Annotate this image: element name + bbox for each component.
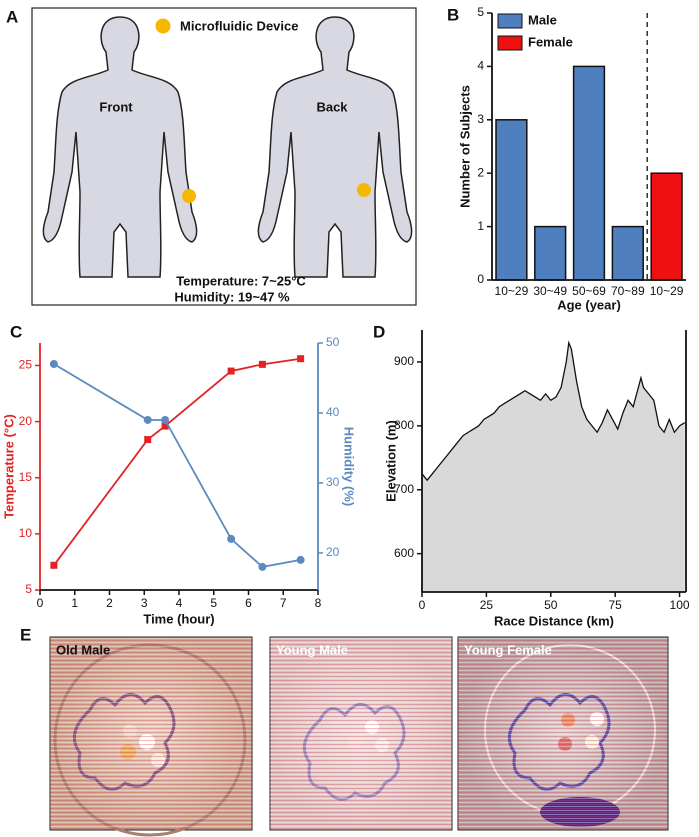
x-tick-label: 7 (280, 596, 287, 610)
x-tick-label: 75 (608, 598, 622, 612)
condition: Humidity: 19~47 % (174, 289, 290, 304)
x-tick-label: 50~69 (572, 284, 606, 298)
bar (534, 225, 567, 281)
marker (258, 360, 266, 368)
y-tick-label: 5 (25, 582, 32, 596)
photo-label: Old Male (56, 642, 110, 657)
device-dot (182, 189, 196, 203)
marker (227, 534, 236, 543)
y-tick-label: 2 (477, 165, 484, 179)
panel-label: B (447, 5, 459, 24)
x-axis-label: Age (year) (557, 297, 621, 312)
y-tick-label: 700 (394, 482, 414, 496)
x-tick-label: 30~49 (533, 284, 567, 298)
panel-label: C (10, 322, 22, 341)
condition: Temperature: 7~25°C (176, 273, 306, 288)
y2-tick-label: 20 (326, 545, 340, 559)
panel-label: E (20, 625, 31, 644)
marker (144, 436, 152, 444)
photo: Old Male (49, 636, 253, 837)
y-tick-label: 5 (477, 5, 484, 19)
area-line (421, 340, 686, 482)
y2-axis-label: Humidity (%) (342, 427, 357, 506)
y-tick-label: 3 (477, 112, 484, 126)
y2-tick-label: 30 (326, 475, 340, 489)
panel-label: D (373, 322, 385, 341)
marker (227, 367, 235, 375)
x-axis-label: Time (hour) (143, 611, 214, 626)
y-axis-label: Temperature (°C) (1, 414, 16, 519)
y-tick-label: 15 (19, 470, 33, 484)
y-tick-label: 800 (394, 418, 414, 432)
y-tick-label: 0 (477, 272, 484, 286)
marker (50, 561, 58, 569)
y-axis-label: Number of Subjects (457, 85, 472, 208)
photo: Young Female (457, 636, 669, 831)
panel-label: A (6, 7, 18, 26)
chart: 600 700 800 900 0 25 50 75 100 Race Distance (km)… (383, 330, 690, 628)
device-dot (357, 183, 371, 197)
marker (161, 422, 169, 430)
y-tick-label: 1 (477, 219, 484, 233)
marker (143, 415, 152, 424)
legend-label: Male (528, 12, 557, 27)
x-tick-label: 6 (245, 596, 252, 610)
x-tick-label: 0 (419, 598, 426, 612)
y-tick-label: 4 (477, 59, 484, 73)
x-axis-label: Race Distance (km) (494, 613, 614, 628)
y-axis-label: Elevation (m) (383, 420, 398, 502)
marker (296, 555, 305, 564)
marker (258, 562, 267, 571)
x-tick-label: 25 (480, 598, 494, 612)
panel-e: Old Male Young Male Young Female (49, 636, 669, 837)
panel-a: Microfluidic Device Front Back Temperatu… (31, 7, 417, 306)
x-tick-label: 4 (176, 596, 183, 610)
y-tick-label: 20 (19, 414, 33, 428)
legend-swatch (497, 35, 523, 51)
legend-label: Microfluidic Device (180, 18, 298, 33)
y-tick-label: 900 (394, 354, 414, 368)
x-tick-label: 8 (315, 596, 322, 610)
body-label: Back (316, 99, 348, 114)
marker (161, 415, 170, 424)
y-tick-label: 10 (19, 526, 33, 540)
series-line (53, 363, 301, 568)
series-line (53, 357, 301, 566)
photo: Young Male (269, 636, 453, 831)
x-tick-label: 3 (141, 596, 148, 610)
chart: 0 1 2 3 4 5 10~29 30~49 50~69 70~89 10~29 Male Femal… (457, 5, 686, 312)
photo-label: Young Male (276, 642, 348, 657)
x-tick-label: 10~29 (495, 284, 529, 298)
x-tick-label: 1 (71, 596, 78, 610)
legend-dot (155, 18, 171, 34)
x-tick-label: 0 (37, 596, 44, 610)
y-tick-label: 600 (394, 546, 414, 560)
y2-tick-label: 40 (326, 405, 340, 419)
bar (495, 119, 528, 281)
x-tick-label: 100 (670, 598, 690, 612)
bar (611, 225, 644, 281)
x-tick-label: 50 (544, 598, 558, 612)
body-label: Front (99, 99, 133, 114)
marker (297, 355, 305, 363)
x-tick-label: 5 (210, 596, 217, 610)
marker (49, 359, 58, 368)
legend-swatch (497, 13, 523, 29)
bar (650, 172, 683, 281)
legend-label: Female (528, 34, 573, 49)
y2-tick-label: 50 (326, 335, 340, 349)
x-tick-label: 10~29 (650, 284, 684, 298)
x-tick-label: 70~89 (611, 284, 645, 298)
photo-label: Young Female (464, 642, 552, 657)
bar (572, 65, 606, 281)
y-tick-label: 25 (19, 358, 33, 372)
x-tick-label: 2 (106, 596, 113, 610)
chart: 5 10 15 20 25 20 30 40 50 0 1 2 3 4 5 6 7 8 Time (hour) Tem… (1, 335, 356, 626)
area-fill (422, 342, 685, 592)
